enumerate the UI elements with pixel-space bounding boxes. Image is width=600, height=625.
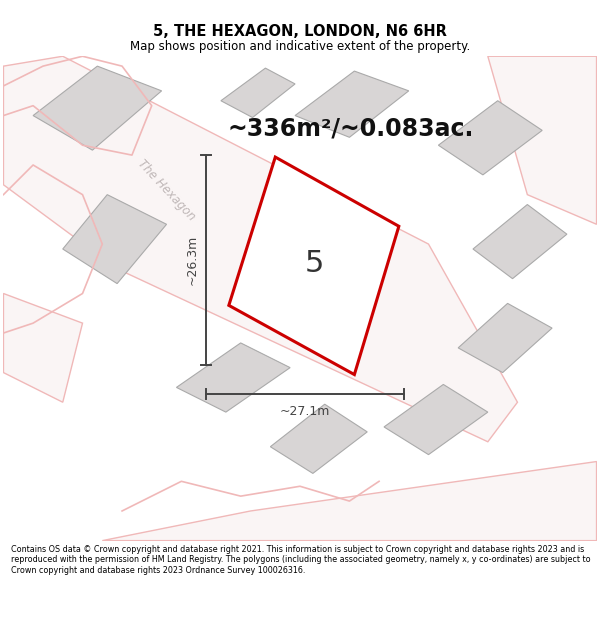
Text: ~26.3m: ~26.3m [185,235,198,285]
Polygon shape [4,56,517,442]
Polygon shape [271,404,367,473]
Polygon shape [33,66,161,150]
Polygon shape [295,71,409,138]
Polygon shape [176,343,290,412]
Text: 5, THE HEXAGON, LONDON, N6 6HR: 5, THE HEXAGON, LONDON, N6 6HR [153,24,447,39]
Text: ~27.1m: ~27.1m [280,404,330,418]
Text: 5: 5 [305,249,325,278]
Text: The Hexagon: The Hexagon [135,157,198,222]
Polygon shape [384,384,488,454]
Text: Contains OS data © Crown copyright and database right 2021. This information is : Contains OS data © Crown copyright and d… [11,545,590,574]
Text: Map shows position and indicative extent of the property.: Map shows position and indicative extent… [130,40,470,52]
Polygon shape [439,101,542,175]
Polygon shape [4,294,83,402]
Polygon shape [473,204,567,279]
Polygon shape [63,194,167,284]
Polygon shape [221,68,295,118]
Polygon shape [102,461,596,541]
Polygon shape [488,56,596,224]
Polygon shape [229,157,399,374]
Text: ~336m²/~0.083ac.: ~336m²/~0.083ac. [228,116,475,140]
Polygon shape [458,303,552,372]
